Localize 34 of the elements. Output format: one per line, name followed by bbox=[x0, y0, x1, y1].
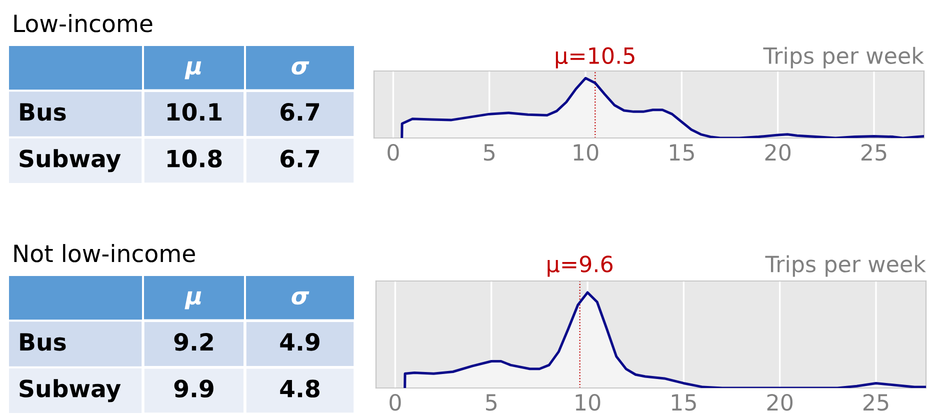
y-tick-label: Bus bbox=[20, 103, 66, 121]
x-tick-label: 0 bbox=[388, 144, 399, 161]
y-tick-label: Subway bbox=[20, 379, 121, 402]
data-label: 4.8 bbox=[280, 380, 320, 398]
y-tick-label: Subway bbox=[20, 149, 121, 172]
x-tick-label: 5 bbox=[486, 394, 497, 411]
ref-line-label: μ=9.6 bbox=[548, 256, 612, 277]
x-tick-label: 15 bbox=[670, 144, 694, 161]
x-tick-label: μ bbox=[184, 291, 202, 310]
x-tick-label: 0 bbox=[390, 394, 401, 411]
x-tick-label: σ bbox=[292, 291, 310, 305]
data-label: 10.8 bbox=[168, 150, 222, 168]
chart-title: Low-income bbox=[14, 14, 152, 32]
data-label: 9.9 bbox=[174, 380, 214, 398]
x-tick-label: 20 bbox=[765, 144, 791, 161]
x-tick-label: 20 bbox=[767, 394, 793, 411]
x-tick-label: μ bbox=[184, 61, 202, 80]
x-tick-label: 10 bbox=[574, 144, 598, 161]
x-tick-label: 15 bbox=[672, 394, 696, 411]
data-label: 10.1 bbox=[168, 102, 222, 121]
x-axis-title: Trips per week bbox=[763, 46, 924, 68]
data-label: 6.7 bbox=[280, 103, 320, 121]
x-tick-label: 25 bbox=[861, 144, 886, 161]
data-label: 9.2 bbox=[174, 332, 213, 351]
x-tick-label: 25 bbox=[863, 394, 888, 411]
x-tick-label: σ bbox=[292, 61, 310, 75]
data-label: 4.9 bbox=[280, 333, 320, 351]
x-tick-label: 5 bbox=[484, 144, 495, 161]
data-label: 6.7 bbox=[280, 150, 320, 168]
chart-title: Not low-income bbox=[14, 244, 195, 262]
x-axis-title: Trips per week bbox=[765, 255, 926, 277]
x-tick-label: 10 bbox=[576, 394, 600, 411]
ref-line-label: μ=10.5 bbox=[556, 47, 634, 68]
y-tick-label: Bus bbox=[20, 333, 66, 351]
